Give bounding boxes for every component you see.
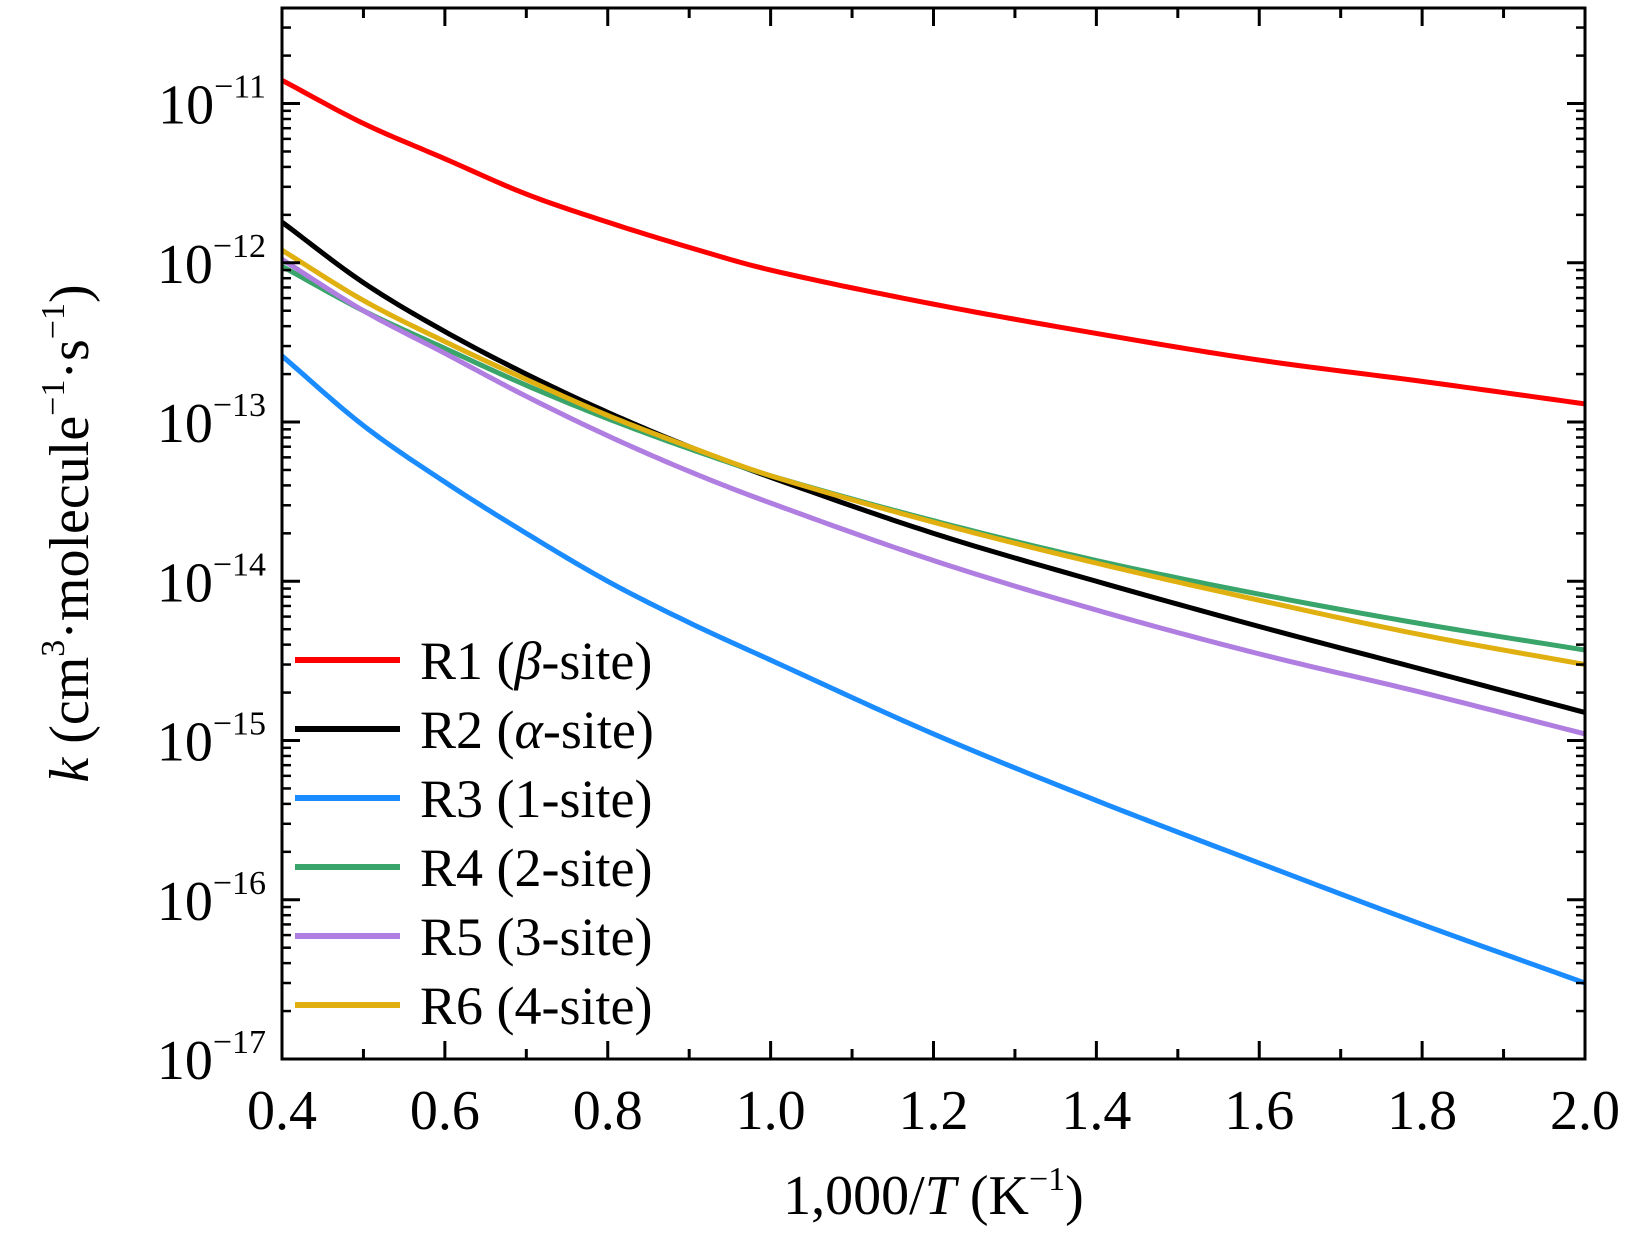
x-tick-label: 0.4 [247,1080,317,1142]
x-tick-label: 1.6 [1224,1080,1294,1142]
y-tick-label: 10−12 [157,228,266,296]
y-axis-title: k (cm3·molecule−1·s−1) [35,284,101,782]
y-tick-label: 10−17 [157,1024,266,1092]
x-tick-label: 0.6 [410,1080,480,1142]
x-tick-label: 0.8 [573,1080,643,1142]
y-tick-label: 10−14 [157,546,266,614]
legend: R1 (β-site) R2 (α-site) R3 (1-site) R4 (2-s… [295,631,654,1036]
y-tick-label: 10−15 [157,706,266,774]
plot-lines [282,78,1585,986]
legend-item-r5: R5 (3-site) [295,907,652,967]
x-axis-title: 1,000/T (K−1) [783,1161,1084,1227]
legend-item-r1: R1 (β-site) [295,631,652,691]
legend-label: R1 (β-site) [420,631,652,691]
legend-label: R4 (2-site) [420,838,652,898]
legend-item-r6: R6 (4-site) [295,976,652,1036]
y-tick-label: 10−11 [158,69,266,137]
x-tick-label: 1.8 [1387,1080,1457,1142]
legend-label: R2 (α-site) [420,700,654,760]
legend-item-r3: R3 (1-site) [295,769,652,829]
y-tick-label: 10−13 [157,387,266,455]
axes: 0.4 0.6 0.8 1.0 1.2 1.4 1.6 1.8 2.010−1110−1210−… [35,6,1620,1227]
legend-label: R5 (3-site) [420,907,652,967]
x-tick-label: 1.0 [736,1080,806,1142]
y-axis: 10−11 10−12 10−13 10−14 10−15 10−16 10−17 [157,26,1585,1092]
series-line-r5 [282,257,1585,737]
series-line-r4 [282,264,1585,653]
x-tick-label: 1.2 [899,1080,969,1142]
clipped-series [282,78,1585,986]
x-tick-label: 1.4 [1061,1080,1131,1142]
series-line-r6 [282,248,1585,668]
legend-item-r4: R4 (2-site) [295,838,652,898]
series-line-r1 [282,78,1585,407]
x-tick-label: 2.0 [1550,1080,1620,1142]
series-line-r3 [282,354,1585,986]
legend-label: R3 (1-site) [420,769,652,829]
x-axis: 0.4 0.6 0.8 1.0 1.2 1.4 1.6 1.8 2.0 [247,8,1620,1142]
y-tick-label: 10−16 [157,865,266,933]
legend-item-r2: R2 (α-site) [295,700,654,760]
legend-label: R6 (4-site) [420,976,652,1036]
